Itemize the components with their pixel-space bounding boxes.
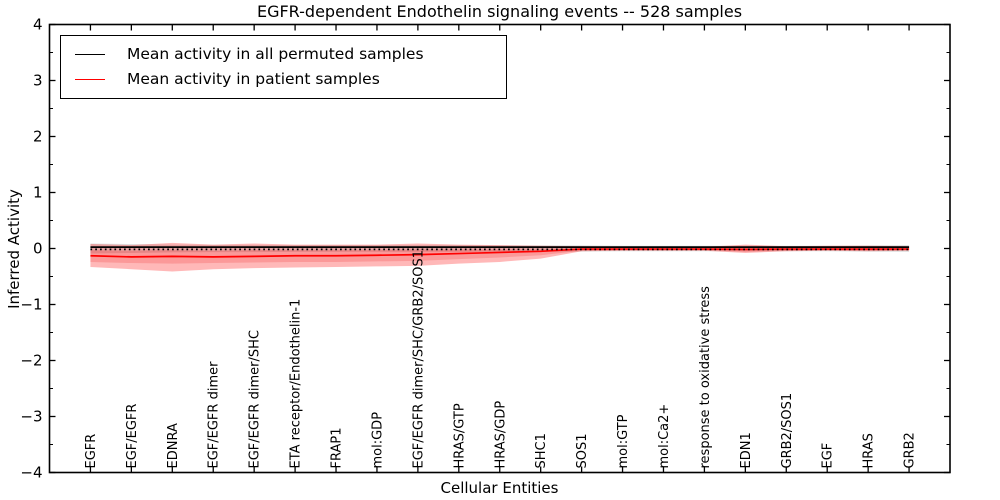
legend: Mean activity in all permuted samples Me…: [60, 35, 507, 99]
x-tick-label: GRB2: [903, 432, 918, 468]
permuted-line-swatch: [75, 54, 105, 56]
x-tick-label: mol:GTP: [616, 414, 631, 468]
x-tick-label: EDN1: [739, 432, 754, 468]
x-tick-label: HRAS: [862, 433, 877, 468]
x-tick-label: EGF: [821, 443, 836, 469]
x-tick-label: EDNRA: [166, 423, 181, 468]
y-tick-label: 4: [33, 16, 43, 34]
x-axis-label: Cellular Entities: [440, 479, 559, 497]
x-tick-label: EGFR: [84, 434, 99, 469]
x-tick-label: EGF/EGFR dimer/SHC/GRB2/SOS1: [411, 250, 426, 469]
x-tick-label: response to oxidative stress: [698, 286, 713, 469]
x-tick-label: ETA receptor/Endothelin-1: [289, 299, 304, 469]
y-tick-label: 0: [33, 240, 43, 258]
x-tick-label: mol:Ca2+: [657, 404, 672, 469]
y-tick-label: −2: [20, 352, 42, 370]
x-tick-label: EGF/EGFR dimer/SHC: [248, 330, 263, 468]
legend-label-permuted: Mean activity in all permuted samples: [127, 45, 424, 63]
y-tick-label: −4: [20, 464, 42, 482]
y-tick-label: −3: [20, 408, 42, 426]
patient-range-inner-band: [90, 246, 910, 264]
chart-title: EGFR-dependent Endothelin signaling even…: [256, 2, 743, 21]
patient-range-outer-band: [90, 242, 910, 272]
x-tick-label: mol:GDP: [370, 412, 385, 469]
x-tick-label: SOS1: [575, 433, 590, 468]
legend-label-patient: Mean activity in patient samples: [127, 69, 380, 88]
patient-line-swatch: [75, 78, 105, 80]
x-tick-label: HRAS/GTP: [452, 403, 467, 468]
x-tick-label: FRAP1: [330, 428, 345, 469]
x-tick-label: GRB2/SOS1: [780, 393, 795, 469]
x-tick-label: EGF/EGFR: [125, 404, 140, 469]
x-tick-label: SHC1: [534, 433, 549, 468]
y-tick-label: 3: [33, 72, 43, 90]
y-tick-label: 1: [33, 184, 43, 202]
y-axis-label: Inferred Activity: [5, 189, 23, 309]
y-tick-label: −1: [20, 296, 42, 314]
y-tick-label: 2: [33, 128, 43, 146]
x-tick-label: EGF/EGFR dimer: [207, 361, 222, 469]
x-tick-label: HRAS/GDP: [493, 401, 508, 469]
legend-entry-patient: Mean activity in patient samples: [61, 69, 506, 88]
legend-entry-permuted: Mean activity in all permuted samples: [61, 45, 506, 63]
